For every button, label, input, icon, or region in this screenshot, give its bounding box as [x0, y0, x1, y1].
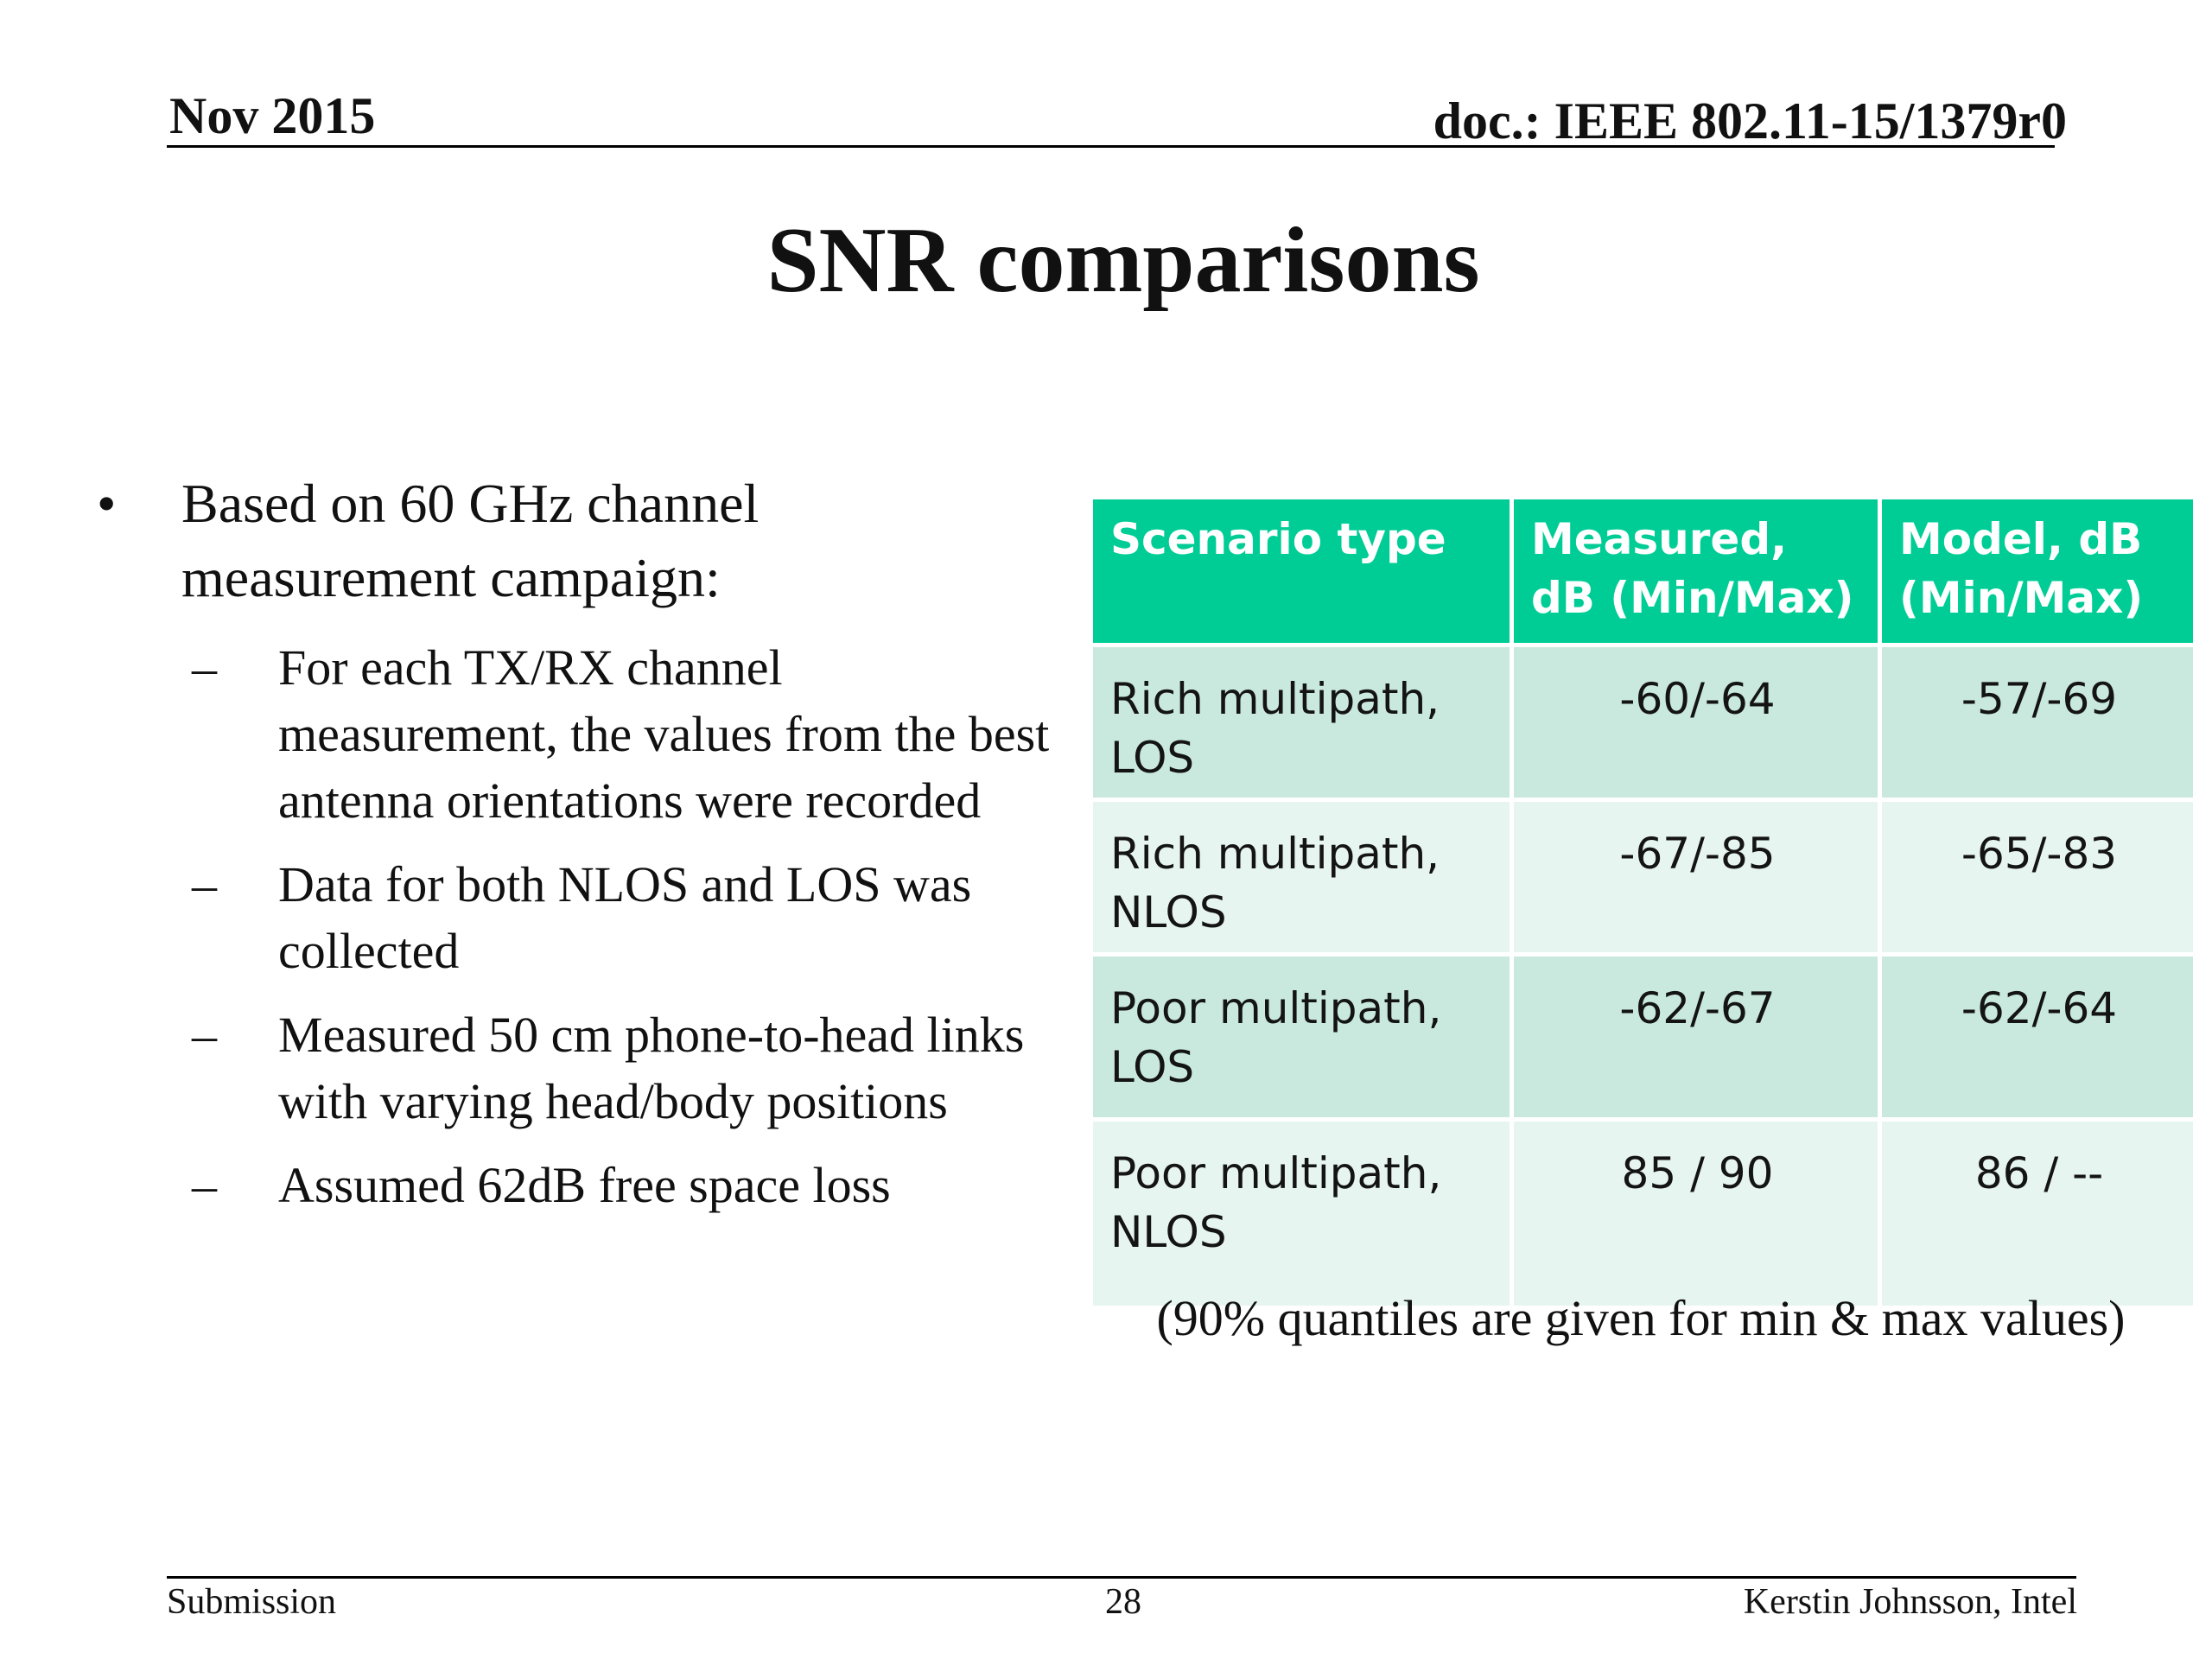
- snr-table: Scenario type Measured, dB (Min/Max) Mod…: [1089, 495, 2197, 1310]
- footer-submission: Submission: [167, 1582, 337, 1622]
- header-date: Nov 2015: [169, 87, 376, 144]
- scenario-cell: Poor multipath, NLOS: [1089, 1117, 1514, 1310]
- table-row: Poor multipath, LOS -62/-67 -62/-64: [1089, 952, 2197, 1122]
- slide-title: SNR comparisons: [766, 209, 1480, 312]
- dash-marker: –: [192, 639, 217, 696]
- measured-cell: 85 / 90: [1510, 1117, 1882, 1310]
- page-number: 28: [1105, 1582, 1141, 1622]
- sub-bullet: – Data for both NLOS and LOS was collect…: [86, 851, 1063, 984]
- model-cell: -62/-64: [1878, 952, 2197, 1122]
- sub-bullet-text: Data for both NLOS and LOS was collected: [278, 856, 972, 979]
- dash-marker: –: [192, 1157, 217, 1213]
- measured-cell: -60/-64: [1510, 643, 1882, 802]
- dash-marker: –: [192, 856, 217, 912]
- column-header-measured: Measured, dB (Min/Max): [1510, 495, 1882, 647]
- column-header-model: Model, dB (Min/Max): [1878, 495, 2197, 647]
- sub-bullet-text: For each TX/RX channel measurement, the …: [278, 639, 1050, 829]
- bullet-main: • Based on 60 GHz channel measurement ca…: [86, 467, 1063, 615]
- sub-bullet: – For each TX/RX channel measurement, th…: [86, 634, 1063, 834]
- sub-bullet: – Assumed 62dB free space loss: [86, 1152, 1063, 1218]
- snr-table-container: Scenario type Measured, dB (Min/Max) Mod…: [1089, 495, 2197, 1310]
- bullet-list: • Based on 60 GHz channel measurement ca…: [86, 467, 1063, 1236]
- table-row: Rich multipath, LOS -60/-64 -57/-69: [1089, 643, 2197, 802]
- header-divider: [167, 145, 2055, 148]
- table-header-row: Scenario type Measured, dB (Min/Max) Mod…: [1089, 495, 2197, 647]
- scenario-cell: Poor multipath, LOS: [1089, 952, 1514, 1122]
- scenario-cell: Rich multipath, LOS: [1089, 643, 1514, 802]
- bullet-main-text: Based on 60 GHz channel measurement camp…: [181, 473, 760, 608]
- measured-cell: -67/-85: [1510, 798, 1882, 957]
- measured-cell: -62/-67: [1510, 952, 1882, 1122]
- sub-bullet-text: Measured 50 cm phone-to-head links with …: [278, 1007, 1025, 1129]
- table-note: (90% quantiles are given for min & max v…: [1156, 1290, 2126, 1346]
- header-doc-id: doc.: IEEE 802.11-15/1379r0: [1433, 92, 2067, 149]
- model-cell: -57/-69: [1878, 643, 2197, 802]
- table-row: Poor multipath, NLOS 85 / 90 86 / --: [1089, 1117, 2197, 1310]
- footer-divider: [167, 1576, 2076, 1579]
- sub-bullet-text: Assumed 62dB free space loss: [278, 1157, 891, 1213]
- model-cell: -65/-83: [1878, 798, 2197, 957]
- sub-bullet: – Measured 50 cm phone-to-head links wit…: [86, 1001, 1063, 1135]
- dash-marker: –: [192, 1007, 217, 1063]
- table-row: Rich multipath, NLOS -67/-85 -65/-83: [1089, 798, 2197, 957]
- scenario-cell: Rich multipath, NLOS: [1089, 798, 1514, 957]
- footer-author: Kerstin Johnsson, Intel: [1743, 1582, 2077, 1622]
- column-header-scenario: Scenario type: [1089, 495, 1514, 647]
- bullet-marker: •: [97, 473, 117, 534]
- model-cell: 86 / --: [1878, 1117, 2197, 1310]
